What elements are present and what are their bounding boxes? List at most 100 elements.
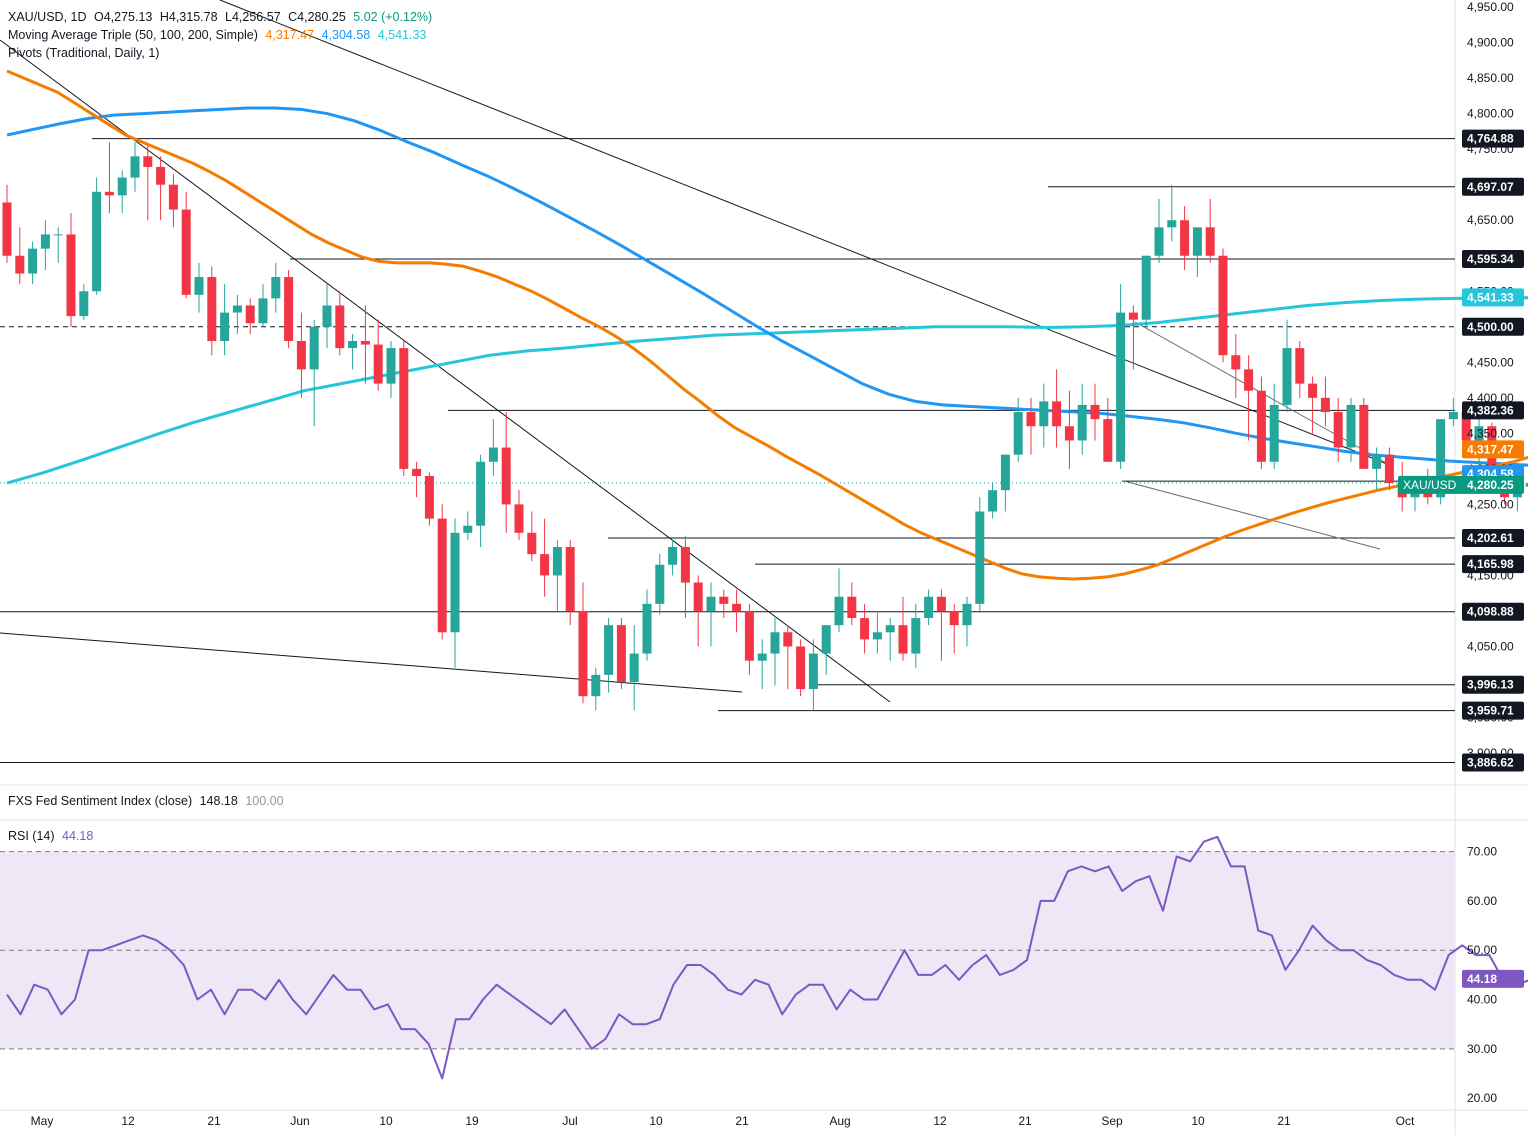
candle: [962, 596, 972, 647]
time-tick-label: Jul: [562, 1114, 577, 1128]
candle-body: [1436, 419, 1446, 498]
ma100-value: 4,304.58: [321, 28, 371, 42]
candle-body: [616, 625, 626, 682]
ma-title[interactable]: Moving Average Triple (50, 100, 200, Sim…: [8, 28, 258, 42]
rsi-title[interactable]: RSI (14): [8, 829, 55, 843]
candle-body: [1154, 227, 1164, 256]
open-value: O4,275.13: [93, 10, 153, 24]
price-tick-label: 4,950.00: [1467, 0, 1514, 14]
time-tick-label: 10: [649, 1114, 663, 1128]
candle: [770, 618, 780, 686]
pivot-tag-text: 4,595.34: [1467, 252, 1514, 266]
candle: [1205, 198, 1215, 263]
candle: [885, 618, 895, 661]
current-symbol-text: XAU/USD: [1403, 478, 1457, 492]
rsi-band: [0, 851, 1455, 1049]
candle: [975, 497, 985, 611]
rsi-tick-label: 70.00: [1467, 845, 1497, 859]
rsi-tick-label: 60.00: [1467, 894, 1497, 908]
time-tick-label: 19: [465, 1114, 479, 1128]
rsi-line: [6, 835, 1528, 1080]
candle-body: [258, 298, 268, 324]
candle-body: [527, 532, 537, 555]
candle-body: [962, 603, 972, 626]
candle: [104, 142, 114, 214]
rsi-axis: 20.00 30.00 40.00 50.00 60.00 70.00 44.18: [1462, 845, 1524, 1105]
candle: [194, 262, 204, 313]
candle: [1372, 447, 1382, 491]
price-tick-label: 4,450.00: [1467, 355, 1514, 369]
candle-body: [860, 618, 870, 640]
rsi-value-tag-text: 44.18: [1467, 972, 1497, 986]
pivot-tag: 4,697.07: [1462, 177, 1524, 196]
high-value: H4,315.78: [159, 10, 218, 24]
time-tick-label: May: [31, 1114, 54, 1128]
candle: [514, 490, 524, 540]
candle-body: [988, 490, 998, 512]
candle: [386, 340, 396, 398]
candle: [284, 269, 294, 349]
candle: [1218, 248, 1228, 363]
candle: [1103, 397, 1113, 462]
trendline: [0, 632, 743, 693]
candle: [578, 582, 588, 704]
candle: [476, 454, 486, 548]
time-tick-label: 21: [1018, 1114, 1032, 1128]
candle-body: [309, 326, 319, 370]
candle: [1090, 383, 1100, 441]
time-tick-label: 21: [1277, 1114, 1291, 1128]
candle-body: [565, 547, 575, 611]
candle: [821, 625, 831, 675]
candle: [898, 596, 908, 661]
candle-body: [322, 305, 332, 327]
close-value: C4,280.25: [288, 10, 346, 24]
symbol-label[interactable]: XAU/USD, 1D: [8, 10, 87, 24]
candle-body: [463, 525, 473, 533]
candle: [552, 539, 562, 611]
price-axis: 3,900.003,950.004,000.004,050.004,100.00…: [1467, 0, 1514, 760]
candle-body: [335, 305, 345, 349]
candle-body: [412, 468, 422, 476]
fed-sentiment-legend: FXS Fed Sentiment Index (close) 148.18 1…: [8, 792, 288, 810]
candle-body: [348, 340, 358, 349]
candle-body: [1231, 355, 1241, 370]
current-price-tag-bg: [1398, 475, 1524, 494]
ma200-value: 4,541.33: [377, 28, 427, 42]
candle: [591, 667, 601, 711]
candle-body: [360, 340, 370, 345]
candle: [1128, 305, 1138, 370]
candle: [117, 170, 127, 214]
candle-body: [1256, 390, 1266, 462]
pivot-tag: 4,500.00: [1462, 317, 1524, 336]
candle: [911, 603, 921, 668]
candle: [527, 511, 537, 562]
candle-body: [706, 596, 716, 611]
header-legend: XAU/USD, 1D O4,275.13 H4,315.78 L4,256.5…: [8, 8, 436, 26]
candle: [156, 156, 166, 221]
candle: [680, 536, 690, 619]
candle-body: [373, 344, 383, 384]
candle-body: [271, 277, 281, 299]
candle: [719, 589, 729, 619]
pivot-levels: [0, 138, 1455, 764]
candle-body: [770, 632, 780, 654]
candle-body: [476, 461, 486, 526]
candle: [66, 213, 76, 327]
candle: [245, 298, 255, 334]
candle: [92, 177, 102, 295]
candle: [732, 589, 742, 633]
candle-body: [1052, 401, 1062, 427]
candle: [1154, 198, 1164, 263]
ma200-tag-bg: [1462, 288, 1524, 307]
pivots-title[interactable]: Pivots (Traditional, Daily, 1): [8, 46, 160, 60]
candle-body: [66, 234, 76, 317]
fed-title[interactable]: FXS Fed Sentiment Index (close): [8, 794, 193, 808]
price-tick-label: 4,250.00: [1467, 497, 1514, 511]
candle-body: [220, 312, 230, 341]
candle-body: [1192, 227, 1202, 256]
candle-body: [578, 610, 588, 697]
candle-body: [28, 248, 38, 274]
ma200-tag: 4,541.33: [1462, 288, 1524, 307]
candle-body: [1167, 220, 1177, 228]
